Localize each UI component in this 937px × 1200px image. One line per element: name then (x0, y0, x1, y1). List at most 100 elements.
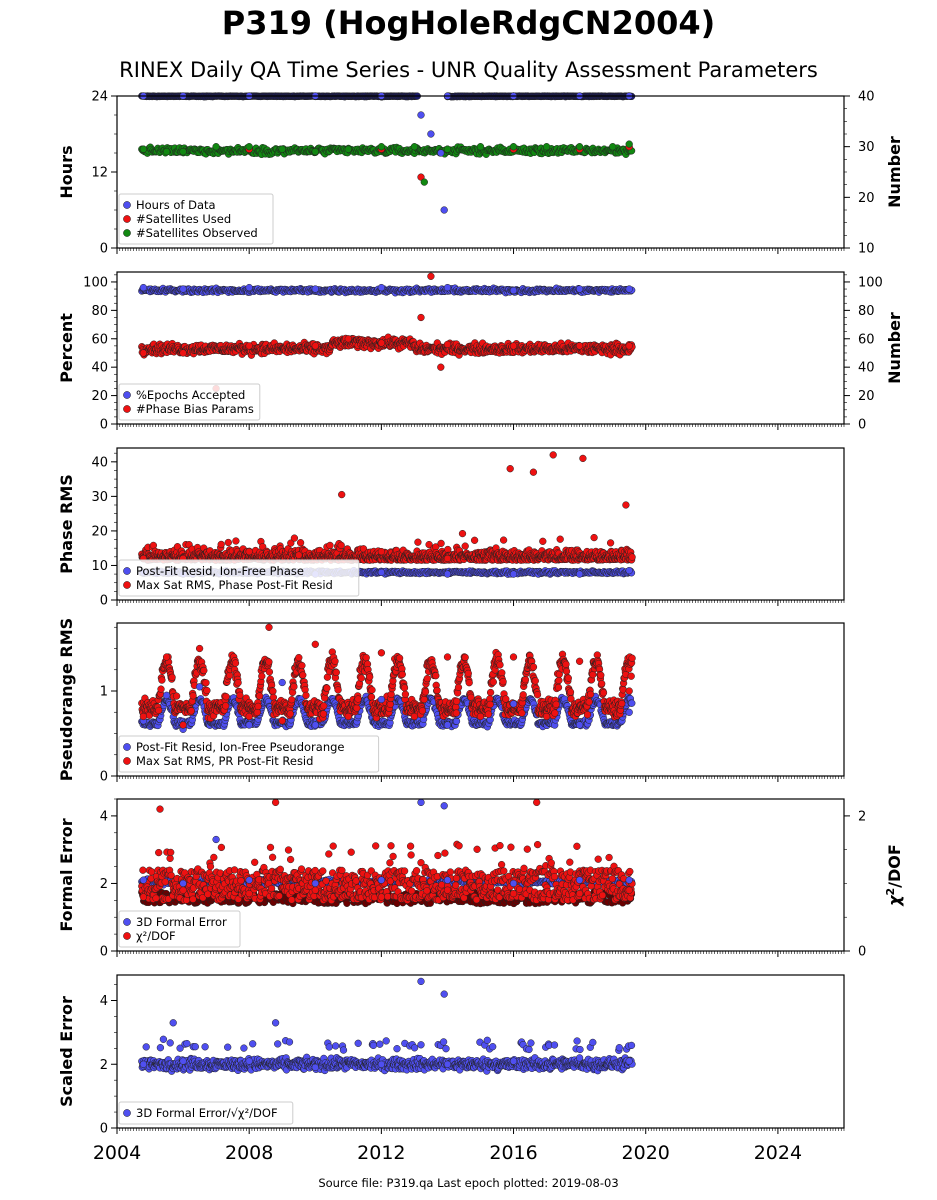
data-point (139, 349, 148, 357)
y-right-tick-label: 60 (858, 332, 875, 347)
red-cloud-point (628, 553, 636, 561)
data-point (245, 143, 253, 151)
legend-marker (123, 391, 131, 399)
legend-marker (123, 201, 131, 209)
data-point (506, 465, 514, 473)
y-tick-label: 80 (91, 304, 108, 319)
data-point (609, 143, 617, 151)
legend-marker (123, 215, 131, 223)
red-cloud-point (437, 539, 445, 548)
y-right-tick-label: 30 (858, 140, 875, 155)
red-cloud-point (539, 537, 547, 545)
data-point (529, 468, 538, 476)
data-point (443, 145, 452, 153)
data-point (420, 178, 428, 186)
data-point (245, 342, 253, 350)
data-point (509, 286, 518, 295)
y-tick-label: 20 (91, 389, 108, 404)
data-point (245, 283, 253, 292)
red-cloud-point (290, 534, 299, 542)
y-tick-label: 40 (91, 361, 108, 376)
data-point (338, 490, 346, 499)
data-point (139, 145, 148, 153)
red-cloud-point (590, 533, 598, 542)
red-cloud-point (556, 535, 564, 543)
y-tick-label: 0 (100, 418, 108, 433)
data-point (377, 339, 386, 347)
data-point (575, 342, 584, 350)
legend-marker (123, 405, 131, 413)
red-cloud-point (232, 537, 240, 545)
red-cloud-point (326, 541, 334, 550)
data-point (212, 143, 220, 151)
data-point (377, 568, 386, 577)
data-point (625, 285, 633, 293)
y-right-tick-label: 20 (858, 389, 875, 404)
red-cloud-point (296, 539, 305, 547)
data-point (179, 285, 187, 293)
legend-marker (123, 229, 131, 237)
data-point (443, 554, 452, 563)
data-point (417, 111, 425, 119)
legend-label: #Satellites Observed (136, 226, 258, 240)
data-point (443, 570, 452, 578)
data-point (427, 130, 435, 138)
chart-title: P319 (HogHoleRdgCN2004) (221, 4, 716, 42)
data-point (311, 285, 319, 293)
data-point (622, 501, 630, 509)
data-point (311, 148, 319, 156)
y-tick-label: 60 (91, 332, 108, 347)
y-right-tick-label: 80 (858, 304, 875, 319)
y-right-tick-label: 10 (858, 242, 875, 257)
red-cloud-point (499, 536, 508, 544)
y-tick-label: 0 (100, 242, 108, 257)
red-cloud-point (461, 542, 469, 550)
data-point (542, 143, 551, 151)
data-point (476, 143, 485, 151)
red-cloud-point (414, 538, 422, 546)
data-point (344, 145, 352, 153)
data-point (417, 313, 425, 322)
data-point (278, 145, 286, 153)
y-right-tick-label: 0 (858, 418, 866, 433)
red-cloud-point (217, 540, 225, 549)
data-point (625, 342, 633, 350)
y-right-axis-label: Number (885, 136, 904, 208)
panel-percent: 0 20 40 60 80 100 Percent 0 20 40 60 80 100 Number %Ep… (57, 271, 904, 433)
data-point (377, 283, 386, 292)
legend-label: #Satellites Used (136, 212, 231, 226)
data-point (443, 283, 452, 292)
y-axis-label: Hours (57, 145, 76, 198)
legend-label: %Epochs Accepted (136, 388, 245, 402)
y-tick-label: 24 (91, 90, 108, 105)
data-point (179, 349, 187, 357)
data-point (377, 547, 386, 556)
data-point (443, 340, 452, 349)
data-point (139, 283, 148, 292)
data-point (549, 451, 557, 459)
y-right-tick-label: 40 (858, 361, 875, 376)
y-tick-label: 100 (83, 275, 108, 290)
data-point (575, 285, 584, 293)
data-point (437, 363, 445, 371)
chart-subtitle: RINEX Daily QA Time Series - UNR Quality… (119, 58, 818, 82)
data-point (579, 454, 587, 463)
data-point (410, 143, 419, 151)
y-tick-label: 12 (91, 166, 108, 181)
data-point (295, 551, 303, 559)
y-right-tick-label: 20 (858, 191, 875, 206)
red-cloud-point (224, 538, 232, 547)
data-point (179, 148, 187, 156)
data-point (509, 143, 518, 151)
data-point (377, 143, 386, 151)
red-cloud-point (606, 539, 615, 547)
data-point (575, 143, 584, 151)
y-right-tick-label: 40 (858, 90, 875, 105)
data-point (509, 570, 518, 578)
data-point (440, 206, 448, 214)
y-axis-label: Percent (57, 313, 76, 383)
data-point (575, 570, 584, 578)
data-point (344, 335, 352, 343)
